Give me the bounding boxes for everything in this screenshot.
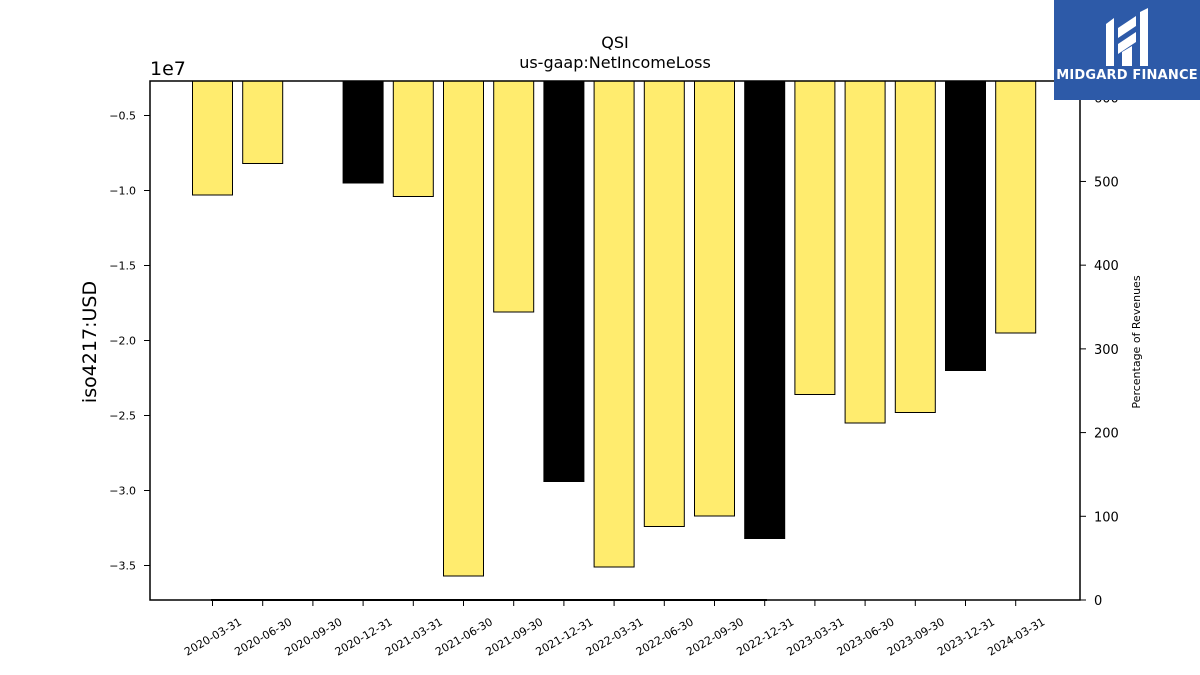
y2-tick-label: 200	[1094, 427, 1119, 442]
bar-2023-12-31	[945, 80, 986, 371]
bar-2022-06-30	[643, 80, 685, 527]
bar-2024-03-31	[995, 80, 1037, 334]
y-tick-label: −2.0	[109, 335, 136, 348]
bar-2020-03-31	[192, 80, 233, 196]
bar-2023-06-30	[844, 80, 886, 424]
bar-2022-12-31	[744, 80, 786, 539]
y-tick-label: −1.0	[109, 185, 136, 198]
y2-axis-ticks: 0100200300400500600	[1080, 92, 1119, 609]
chart-title: QSI	[601, 33, 628, 52]
x-axis-ticks: 2020-03-312020-06-302020-09-302020-12-31…	[182, 600, 1047, 659]
plot-frame	[149, 80, 1081, 601]
brand-name: MIDGARD FINANCE	[1056, 68, 1198, 83]
y-axis-label: iso4217:USD	[79, 281, 101, 403]
y-tick-label: −0.5	[109, 110, 136, 123]
bar-2020-12-31	[342, 80, 384, 184]
bar-2021-12-31	[543, 80, 585, 482]
bar-2023-03-31	[794, 80, 836, 395]
y2-axis-label: Percentage of Revenues	[1130, 275, 1143, 408]
y2-tick-label: 500	[1094, 175, 1119, 190]
y-axis-ticks: −0.5 −1.0 −1.5 −2.0 −2.5 −3.0 −3.5	[109, 110, 150, 573]
y-tick-label: −1.5	[109, 260, 136, 273]
y2-tick-label: 300	[1094, 343, 1119, 358]
y-axis-offset-label: 1e7	[150, 58, 186, 80]
bar-2023-09-30	[894, 80, 936, 413]
bar-2021-09-30	[493, 80, 535, 313]
bar-2022-03-31	[593, 80, 635, 568]
x-tick-label: 2024-03-31	[985, 615, 1047, 658]
y2-tick-label: 0	[1094, 594, 1102, 609]
chart-subtitle: us-gaap:NetIncomeLoss	[519, 53, 711, 72]
y-tick-label: −2.5	[109, 410, 136, 423]
y-tick-label: −3.0	[109, 485, 136, 498]
bar-series	[192, 80, 1037, 577]
y2-tick-label: 100	[1094, 510, 1119, 525]
bar-2020-06-30	[242, 80, 284, 164]
bar-2021-06-30	[443, 80, 484, 577]
bar-2021-03-31	[392, 80, 434, 197]
brand-logo: MIDGARD FINANCE	[1054, 0, 1200, 100]
bar-2022-09-30	[694, 80, 735, 517]
y-tick-label: −3.5	[109, 560, 136, 573]
y2-tick-label: 400	[1094, 259, 1119, 274]
midgard-logo-icon	[1106, 8, 1148, 66]
